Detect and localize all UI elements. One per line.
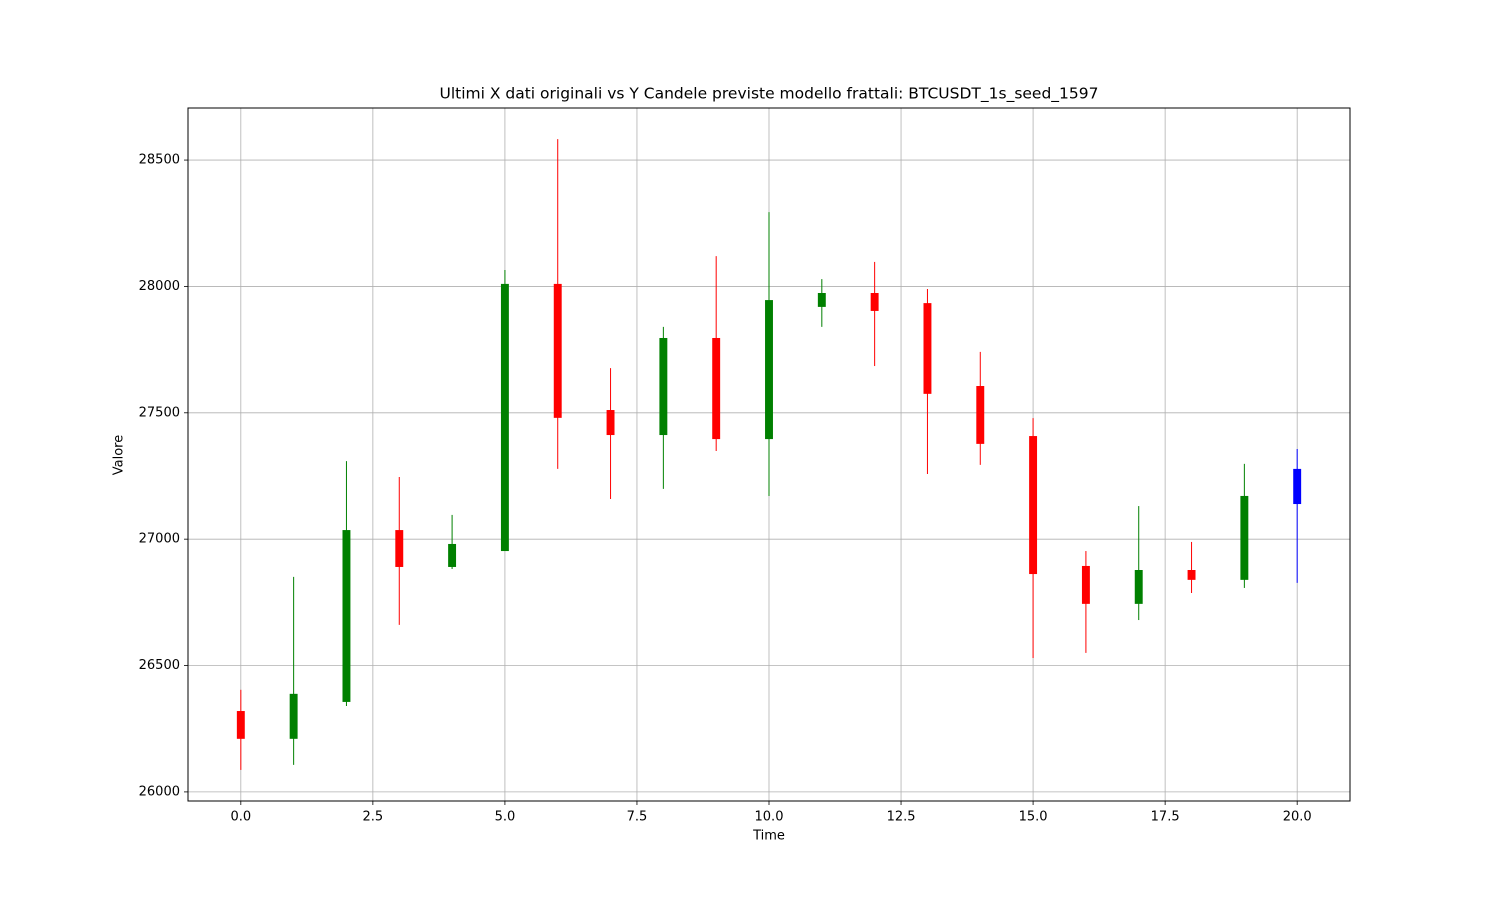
candle-body [1187,570,1196,580]
x-axis-label: Time [752,829,785,844]
candle-body [765,300,773,440]
candle-body [659,337,668,436]
x-tick-label: 0.0 [230,810,251,825]
candle-body [1293,468,1302,505]
y-axis-label: Valore [112,435,127,475]
candle-body [1081,565,1090,604]
x-tick-label: 15.0 [1019,810,1048,825]
x-tick-label: 10.0 [755,810,784,825]
candle-body [1240,495,1249,580]
x-tick-label: 2.5 [363,810,384,825]
y-tick-label: 26000 [139,784,180,799]
candle-body [712,337,721,440]
candle-body [342,530,351,702]
candle-body [976,386,985,444]
x-tick-label: 7.5 [627,810,648,825]
candle-body [448,543,457,567]
x-tick-label: 12.5 [887,810,916,825]
y-tick-label: 26500 [139,658,180,673]
candle-body [553,283,562,418]
chart-title: Ultimi X dati originali vs Y Candele pre… [439,85,1098,104]
candle-body [500,283,509,552]
candle-body [923,303,932,394]
candle-body [395,530,404,567]
y-tick-label: 28000 [139,279,180,294]
candle-body [289,693,298,739]
plot-frame [187,107,1351,802]
candle-body [606,410,615,436]
x-tick-label: 20.0 [1283,810,1312,825]
y-tick-label: 27000 [139,532,180,547]
x-tick-label: 5.0 [495,810,516,825]
candle-body [236,711,245,739]
candle-body [817,293,826,307]
candle-body [870,293,879,311]
candle-body [1029,436,1038,575]
candle-body [1134,570,1143,604]
y-tick-label: 28500 [139,153,180,168]
y-tick-label: 27500 [139,405,180,420]
x-tick-label: 17.5 [1151,810,1180,825]
